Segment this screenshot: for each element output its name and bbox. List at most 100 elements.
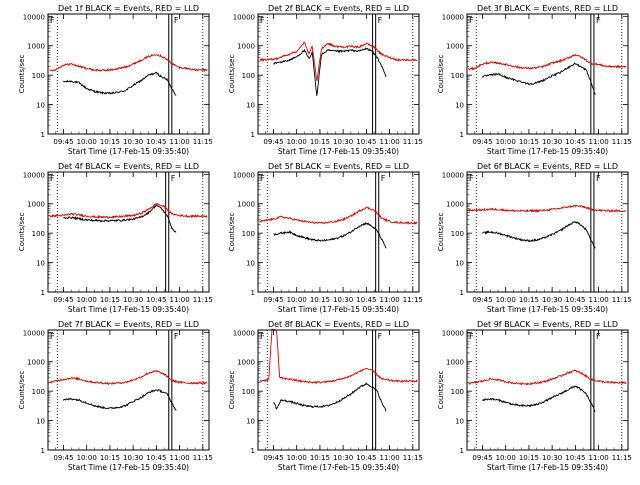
panel-4-ytick-label-3: 1000	[27, 201, 45, 209]
panel-9-lld-line	[468, 369, 627, 386]
panel-6-xtick-label-3: 10:30	[542, 296, 562, 304]
panel-2-legend-left: F	[260, 16, 265, 25]
panel-7-xtick-label-4: 10:45	[146, 454, 166, 462]
panel-3-xtick-label-5: 11:00	[588, 138, 608, 146]
panel-6-title: Det 6f BLACK = Events, RED = LLD	[477, 162, 618, 171]
panel-8-ytick-label-2: 100	[242, 388, 255, 396]
panel-2-xlabel: Start Time (17-Feb-15 09:35:40)	[278, 147, 399, 156]
panel-4-title: Det 4f BLACK = Events, RED = LLD	[58, 162, 199, 171]
panel-8-lld-line	[259, 328, 418, 385]
panel-6-legend-right: F	[596, 174, 601, 183]
panel-4-events-line	[63, 204, 177, 233]
panel-5-xtick-label-6: 11:15	[403, 296, 423, 304]
panel-5-legend-left: F	[260, 174, 265, 183]
panel-7-ytick-label-2: 100	[32, 388, 45, 396]
panel-2-xtick-label-0: 09:45	[263, 138, 283, 146]
panel-8-xtick-label-3: 10:30	[333, 454, 353, 462]
panel-9-title: Det 9f BLACK = Events, RED = LLD	[477, 320, 618, 329]
panel-7-xtick-label-2: 10:15	[100, 454, 120, 462]
panel-5-xtick-label-3: 10:30	[333, 296, 353, 304]
panel-2-ytick-label-0: 1	[251, 131, 255, 139]
panel-2-xtick-label-3: 10:30	[333, 138, 353, 146]
panel-4-lld-line	[49, 202, 208, 220]
panel-3-xtick-label-1: 10:00	[496, 138, 516, 146]
panel-9-xtick-label-1: 10:00	[496, 454, 516, 462]
panel-6-ytick-label-1: 10	[455, 260, 464, 268]
panel-1-ytick-label-2: 100	[32, 72, 45, 80]
panel-5-xtick-label-0: 09:45	[263, 296, 283, 304]
panel-1-xtick-label-1: 10:00	[77, 138, 97, 146]
panel-7-xtick-label-1: 10:00	[77, 454, 97, 462]
panel-1-ytick-label-3: 1000	[27, 43, 45, 51]
panel-9-legend-right: F	[596, 332, 601, 341]
panel-6-events-line	[482, 221, 596, 249]
panel-3-lld-line	[468, 53, 627, 71]
panel-9-xtick-label-2: 10:15	[519, 454, 539, 462]
panel-9-frame	[466, 329, 629, 451]
panel-4-ytick-label-0: 1	[41, 289, 45, 297]
panel-1-xtick-label-0: 09:45	[53, 138, 73, 146]
panel-9-ytick-label-1: 10	[455, 418, 464, 426]
panel-3-xtick-label-3: 10:30	[542, 138, 562, 146]
panel-5-ytick-label-3: 1000	[237, 201, 255, 209]
panel-8-ytick-label-4: 10000	[233, 329, 255, 337]
panel-6-ytick-label-2: 100	[451, 230, 464, 238]
panel-7-ylabel: Counts/sec	[18, 371, 26, 410]
panel-8-title: Det 8f BLACK = Events, RED = LLD	[268, 320, 409, 329]
panel-1-ytick-label-4: 10000	[23, 13, 45, 21]
panel-9-legend-left: F	[469, 332, 474, 341]
panel-9-ytick-label-0: 1	[460, 447, 464, 455]
panel-7-xtick-label-5: 11:00	[169, 454, 189, 462]
panel-3-title: Det 3f BLACK = Events, RED = LLD	[477, 4, 618, 13]
panel-8-xtick-label-2: 10:15	[310, 454, 330, 462]
panel-1-ytick-label-0: 1	[41, 131, 45, 139]
panel-2-xtick-label-4: 10:45	[356, 138, 376, 146]
panel-8-ylabel: Counts/sec	[228, 371, 236, 410]
panel-1-ytick-label-1: 10	[36, 102, 45, 110]
panel-7-xtick-label-3: 10:30	[123, 454, 143, 462]
panel-6-frame	[466, 171, 629, 293]
panel-6-legend-left: F	[469, 174, 474, 183]
panel-2-xtick-label-6: 11:15	[403, 138, 423, 146]
panel-7-ytick-label-1: 10	[36, 418, 45, 426]
panel-5-xtick-label-2: 10:15	[310, 296, 330, 304]
panel-6-ytick-label-0: 1	[460, 289, 464, 297]
panel-3-ytick-label-1: 10	[455, 102, 464, 110]
panel-2-frame	[257, 13, 420, 135]
panel-6-ytick-label-3: 1000	[446, 201, 464, 209]
panel-3-ytick-label-2: 100	[451, 72, 464, 80]
panel-2-ytick-label-4: 10000	[233, 13, 255, 21]
panel-1-xtick-label-5: 11:00	[169, 138, 189, 146]
panel-9-xtick-label-3: 10:30	[542, 454, 562, 462]
panel-9-xtick-label-5: 11:00	[588, 454, 608, 462]
panel-9-ytick-label-3: 1000	[446, 359, 464, 367]
panel-5-ytick-label-4: 10000	[233, 171, 255, 179]
panel-5-frame	[257, 171, 420, 293]
panel-4-ytick-label-1: 10	[36, 260, 45, 268]
panel-4-xtick-label-0: 09:45	[53, 296, 73, 304]
panel-5-xtick-label-1: 10:00	[287, 296, 307, 304]
panel-6-xtick-label-0: 09:45	[472, 296, 492, 304]
panel-6-xlabel: Start Time (17-Feb-15 09:35:40)	[487, 305, 608, 314]
panel-5-ytick-label-2: 100	[242, 230, 255, 238]
panel-1-lld-line	[49, 53, 208, 73]
panel-3-xtick-label-2: 10:15	[519, 138, 539, 146]
panel-4-xlabel: Start Time (17-Feb-15 09:35:40)	[68, 305, 189, 314]
panel-1-xtick-label-3: 10:30	[123, 138, 143, 146]
panel-8-events-line	[273, 382, 387, 412]
panel-3-legend-left: F	[469, 16, 474, 25]
panel-7-xtick-label-6: 11:15	[193, 454, 213, 462]
panel-1-ylabel: Counts/sec	[18, 55, 26, 94]
panel-4-xtick-label-2: 10:15	[100, 296, 120, 304]
panel-4-frame	[47, 171, 210, 293]
panel-2-title: Det 2f BLACK = Events, RED = LLD	[268, 4, 409, 13]
panel-6-xtick-label-2: 10:15	[519, 296, 539, 304]
panel-5-title: Det 5f BLACK = Events, RED = LLD	[268, 162, 409, 171]
panel-4-xtick-label-1: 10:00	[77, 296, 97, 304]
panel-4-ytick-label-2: 100	[32, 230, 45, 238]
panel-7-title: Det 7f BLACK = Events, RED = LLD	[58, 320, 199, 329]
panel-6-xtick-label-6: 11:15	[612, 296, 632, 304]
panel-3-events-line	[482, 62, 596, 96]
